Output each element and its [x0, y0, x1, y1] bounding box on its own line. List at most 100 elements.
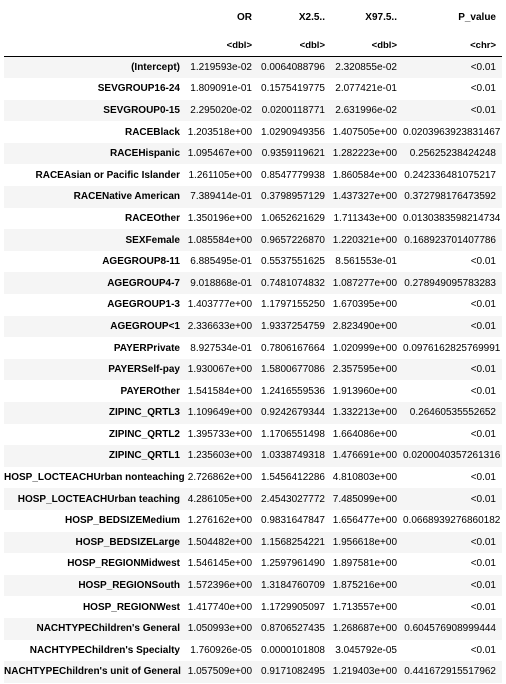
ci-lower-cell: 0.9657226870: [261, 234, 325, 246]
row-label: AGEGROUP<1: [110, 320, 180, 332]
row-label: ZIPINC_QRTL1: [108, 450, 180, 462]
ci-upper-cell: 8.561553e-01: [335, 256, 397, 268]
table-row: PAYERSelf-pay 1.930067e+00 1.5800677086 2.3…: [4, 358, 502, 381]
row-label: RACEAsian or Pacific Islander: [35, 169, 181, 181]
table-row: SEVGROUP16-24 1.809091e-01 0.1575419775 2.0…: [4, 78, 502, 100]
ci-lower-cell: 0.7481074832: [261, 277, 325, 289]
or-cell: 1.261105e+00: [188, 169, 253, 181]
ci-upper-cell: 1.407505e+00: [332, 126, 397, 138]
or-cell: 2.336633e+00: [187, 320, 252, 332]
ci-lower-cell: 0.3798957129: [261, 191, 325, 203]
column-header-rownames: [4, 0, 186, 34]
p-value-cell: <0.01: [470, 385, 496, 397]
p-value-cell: 0.0130383598214734: [403, 212, 501, 224]
table-row: AGEGROUP8-11 6.885495e-01 0.5537551625 8.56…: [4, 250, 502, 273]
ci-upper-cell: 1.897581e+00: [332, 558, 397, 570]
column-type-ci-upper: <dbl>: [331, 34, 403, 57]
ci-upper-cell: 2.823490e+00: [332, 320, 397, 332]
or-cell: 6.885495e-01: [190, 256, 252, 268]
or-cell: 8.927534e-01: [190, 342, 252, 354]
p-value-cell: <0.01: [470, 493, 496, 505]
ci-lower-cell: 0.9242679344: [261, 407, 325, 419]
table-row: PAYERPrivate 8.927534e-01 0.7806167664 1.02…: [4, 337, 502, 359]
or-cell: 1.572396e+00: [187, 580, 252, 592]
table-row: NACHTYPEChildren's General 1.050993e+00 0.…: [4, 617, 502, 640]
p-value-cell: <0.01: [470, 644, 496, 656]
row-label: RACEOther: [124, 212, 180, 224]
table-row: RACEBlack 1.203518e+00 1.0290949356 1.40750…: [4, 121, 502, 143]
p-value-cell: <0.01: [470, 601, 496, 613]
p-value-cell: 0.0200040357261316: [403, 450, 501, 462]
ci-upper-cell: 1.875216e+00: [332, 580, 397, 592]
table-body: (Intercept) 1.219593e-02 0.0064088796 2.320…: [4, 56, 502, 683]
ci-upper-cell: 1.711343e+00: [333, 212, 398, 224]
table-row: NACHTYPEChildren's Specialty 1.760926e-05…: [4, 639, 502, 662]
p-value-cell: 0.0668939276860182: [403, 515, 501, 527]
ci-upper-cell: 1.219403e+00: [332, 666, 397, 678]
or-cell: 1.809091e-01: [190, 83, 252, 95]
row-label: RACEBlack: [124, 126, 180, 138]
table-row: RACEOther 1.350196e+00 1.0652621629 1.71134…: [4, 207, 502, 230]
table-row: HOSP_REGIONMidwest 1.546145e+00 1.25979614…: [4, 553, 502, 575]
column-header-ci-upper: X97.5..: [365, 11, 397, 23]
p-value-cell: <0.01: [470, 104, 496, 116]
ci-upper-cell: 4.810803e+00: [332, 472, 397, 484]
row-label: HOSP_BEDSIZEMedium: [64, 515, 180, 527]
or-cell: 1.085584e+00: [187, 234, 252, 246]
column-type-p-value: <chr>: [403, 34, 502, 57]
ci-upper-cell: 1.332213e+00: [332, 407, 397, 419]
table-row: SEVGROUP0-15 2.295020e-02 0.0200118771 2.63…: [4, 99, 502, 122]
table-row: HOSP_LOCTEACHUrban nonteaching 2.726862e+…: [4, 466, 502, 489]
row-label: PAYERPrivate: [113, 342, 180, 354]
ci-lower-cell: 1.0338749318: [261, 450, 325, 462]
p-value-cell: 0.372798176473592: [404, 191, 496, 203]
ci-lower-cell: 0.0200118771: [261, 104, 325, 116]
ci-lower-cell: 1.1797155250: [261, 299, 325, 311]
table-row: ZIPINC_QRTL2 1.395733e+00 1.1706551498 1.66…: [4, 423, 502, 446]
ci-lower-cell: 1.1729905097: [261, 601, 325, 613]
p-value-cell: <0.01: [470, 320, 496, 332]
ci-lower-cell: 0.0000101808: [261, 644, 325, 656]
or-cell: 1.219593e-02: [190, 62, 252, 74]
ci-upper-cell: 7.485099e+00: [332, 493, 397, 505]
p-value-cell: 0.604576908999444: [404, 623, 496, 635]
results-table: OR X2.5.. X97.5.. P_value <dbl> <dbl> <d…: [4, 0, 502, 683]
column-header-p-value: P_value: [458, 11, 496, 23]
ci-upper-cell: 1.664086e+00: [332, 428, 397, 440]
or-cell: 1.417740e+00: [187, 601, 252, 613]
or-cell: 1.541584e+00: [187, 385, 252, 397]
ci-lower-cell: 1.5456412286: [261, 472, 325, 484]
column-type-ci-lower: <dbl>: [258, 34, 331, 57]
or-cell: 1.546145e+00: [187, 558, 252, 570]
table-row: HOSP_LOCTEACHUrban teaching 4.286105e+00 2…: [4, 488, 502, 510]
ci-upper-cell: 1.956618e+00: [332, 536, 397, 548]
row-label: PAYERSelf-pay: [108, 364, 180, 376]
ci-upper-cell: 3.045792e-05: [335, 644, 397, 656]
column-header-ci-lower: X2.5..: [298, 11, 325, 23]
p-value-cell: <0.01: [470, 256, 496, 268]
ci-lower-cell: 0.9359119621: [261, 148, 325, 160]
row-label: AGEGROUP4-7: [107, 277, 180, 289]
row-label: SEVGROUP0-15: [103, 104, 180, 116]
or-cell: 1.203518e+00: [187, 126, 252, 138]
ci-upper-cell: 1.860584e+00: [332, 169, 397, 181]
column-header-row: OR X2.5.. X97.5.. P_value: [4, 0, 502, 34]
ci-upper-cell: 2.320855e-02: [335, 62, 397, 74]
p-value-cell: <0.01: [470, 558, 496, 570]
table-row: HOSP_BEDSIZELarge 1.504482e+00 1.156825422…: [4, 531, 502, 554]
p-value-cell: 0.441672915517962: [404, 666, 496, 678]
p-value-cell: 0.0976162825769991: [403, 342, 501, 354]
table-row: ZIPINC_QRTL3 1.109649e+00 0.9242679344 1.33…: [4, 402, 502, 424]
p-value-cell: 0.25625238424248: [409, 148, 496, 160]
ci-lower-cell: 0.5537551625: [261, 256, 325, 268]
p-value-cell: 0.26460535552652: [409, 407, 496, 419]
p-value-cell: <0.01: [470, 364, 496, 376]
row-label: NACHTYPEChildren's Specialty: [29, 644, 180, 656]
table-row: PAYEROther 1.541584e+00 1.2416559536 1.9139…: [4, 380, 502, 402]
ci-upper-cell: 1.476691e+00: [332, 450, 397, 462]
p-value-cell: 0.168923701407786: [404, 234, 496, 246]
or-cell: 2.295020e-02: [190, 104, 252, 116]
or-cell: 1.276162e+00: [187, 515, 252, 527]
column-type-row: <dbl> <dbl> <dbl> <chr>: [4, 34, 502, 57]
